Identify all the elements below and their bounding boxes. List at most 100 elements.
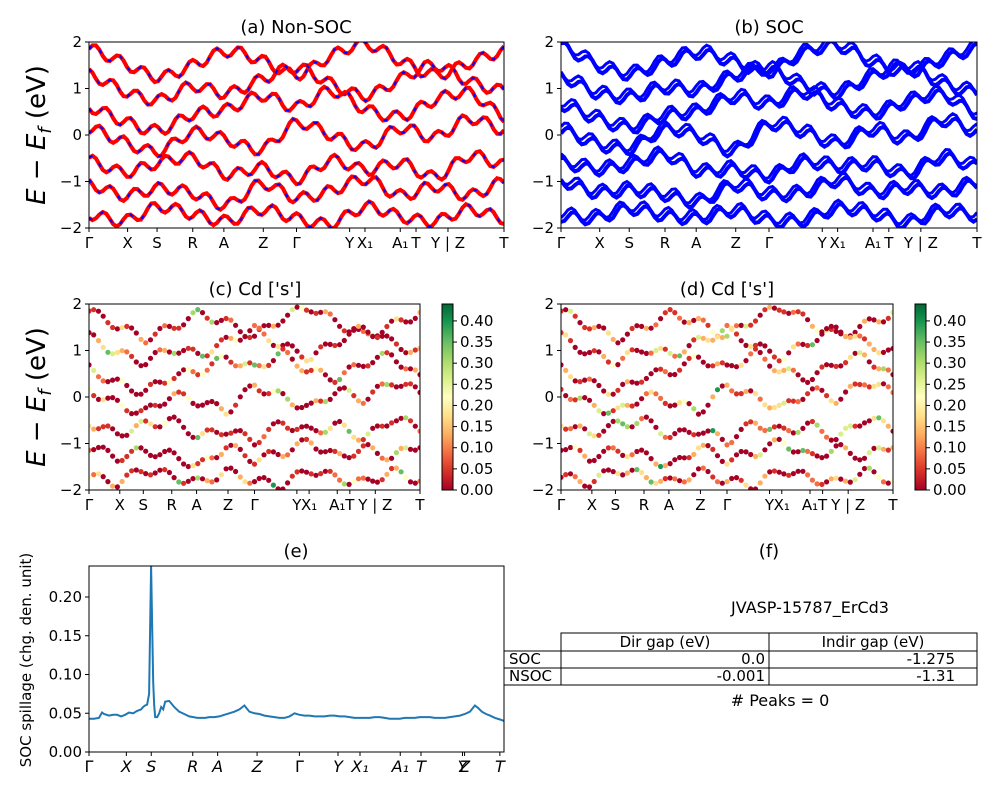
scatter-point xyxy=(393,450,399,456)
scatter-point xyxy=(771,468,778,474)
scatter-point xyxy=(147,472,154,478)
scatter-point xyxy=(114,484,120,490)
x-tick-label: X₁ xyxy=(301,496,317,514)
scatter-point xyxy=(781,440,787,446)
scatter-point xyxy=(266,477,272,483)
scatter-point xyxy=(185,478,191,484)
colorbar-tick-label: 0.05 xyxy=(460,460,493,478)
scatter-point xyxy=(398,383,404,389)
scatter-point xyxy=(805,379,811,385)
scatter-point xyxy=(672,402,678,408)
scatter-point xyxy=(171,475,177,481)
scatter-point xyxy=(308,356,314,363)
scatter-point xyxy=(596,349,602,355)
scatter-point xyxy=(360,400,366,406)
scatter-point xyxy=(327,341,333,347)
band-line xyxy=(89,148,504,187)
scatter-point xyxy=(857,423,863,429)
band-line-split xyxy=(561,58,977,102)
scatter-point xyxy=(100,378,106,384)
x-tick-label: Z xyxy=(258,234,268,252)
scatter-point xyxy=(876,366,882,372)
scatter-point xyxy=(743,482,749,488)
scatter-point xyxy=(672,476,678,482)
scatter-point xyxy=(313,398,319,404)
scatter-point xyxy=(95,444,102,451)
scatter-point xyxy=(624,470,631,476)
scatter-point xyxy=(824,453,830,459)
scatter-point xyxy=(214,355,220,361)
band-line xyxy=(561,60,977,106)
scatter-point xyxy=(596,408,602,414)
scatter-point xyxy=(162,467,168,473)
scatter-point xyxy=(563,447,569,453)
scatter-point xyxy=(582,483,588,489)
scatter-point xyxy=(289,402,295,408)
scatter-point xyxy=(308,471,314,477)
scatter-point xyxy=(337,376,343,383)
scatter-point xyxy=(204,367,210,373)
scatter-point xyxy=(266,362,272,368)
scatter-point xyxy=(138,469,144,475)
scatter-point xyxy=(171,325,177,331)
scatter-point xyxy=(299,424,305,430)
scatter-point xyxy=(379,333,385,339)
scatter-point xyxy=(586,458,593,464)
scatter-point xyxy=(567,426,574,432)
scatter-point xyxy=(147,381,154,387)
colorbar-tick-label: 0.30 xyxy=(460,354,493,372)
scatter-point xyxy=(147,421,154,427)
scatter-point xyxy=(620,472,626,478)
scatter-point xyxy=(412,447,418,453)
scatter-point xyxy=(748,486,754,490)
scatter-point xyxy=(261,452,267,458)
scatter-point xyxy=(710,329,716,335)
scatter-point xyxy=(596,453,602,460)
scatter-point xyxy=(658,366,664,372)
scatter-point xyxy=(691,432,697,438)
scatter-point xyxy=(143,471,149,477)
scatter-point xyxy=(114,376,120,382)
scatter-point xyxy=(786,366,792,372)
scatter-point xyxy=(691,472,697,478)
scatter-point xyxy=(738,477,744,483)
scatter-point xyxy=(705,363,711,369)
scatter-point xyxy=(242,334,248,340)
scatter-point xyxy=(786,398,792,404)
scatter-point xyxy=(280,342,286,348)
scatter-point xyxy=(733,475,740,481)
scatter-point xyxy=(289,447,295,453)
scatter-point xyxy=(847,354,853,360)
scatter-point xyxy=(393,316,399,322)
scatter-point xyxy=(591,402,597,408)
scatter-point xyxy=(795,449,801,455)
scatter-point xyxy=(218,353,224,359)
scatter-point xyxy=(124,323,130,329)
scatter-point xyxy=(223,334,229,340)
scatter-point xyxy=(809,376,816,383)
scatter-point xyxy=(332,391,338,397)
scatter-point xyxy=(280,453,286,460)
scatter-point xyxy=(601,325,607,331)
x-tick-label: X xyxy=(122,234,132,252)
scatter-point xyxy=(303,469,310,475)
colorbar-tick-label: 0.10 xyxy=(460,439,493,457)
scatter-point xyxy=(89,330,92,336)
scatter-point xyxy=(582,351,588,357)
scatter-point xyxy=(890,309,893,316)
scatter-point xyxy=(582,377,588,383)
scatter-point xyxy=(667,372,673,378)
scatter-point xyxy=(228,409,234,415)
scatter-point xyxy=(786,428,792,434)
scatter-point xyxy=(843,389,849,395)
scatter-point xyxy=(105,423,111,429)
scatter-point xyxy=(653,347,659,354)
scatter-point xyxy=(166,416,172,422)
scatter-point xyxy=(233,443,239,449)
scatter-point xyxy=(204,353,210,359)
scatter-point xyxy=(261,434,267,440)
scatter-point xyxy=(299,468,305,474)
scatter-point xyxy=(242,387,248,393)
scatter-point xyxy=(247,458,253,464)
colorbar-tick-label: 0.30 xyxy=(933,354,966,372)
